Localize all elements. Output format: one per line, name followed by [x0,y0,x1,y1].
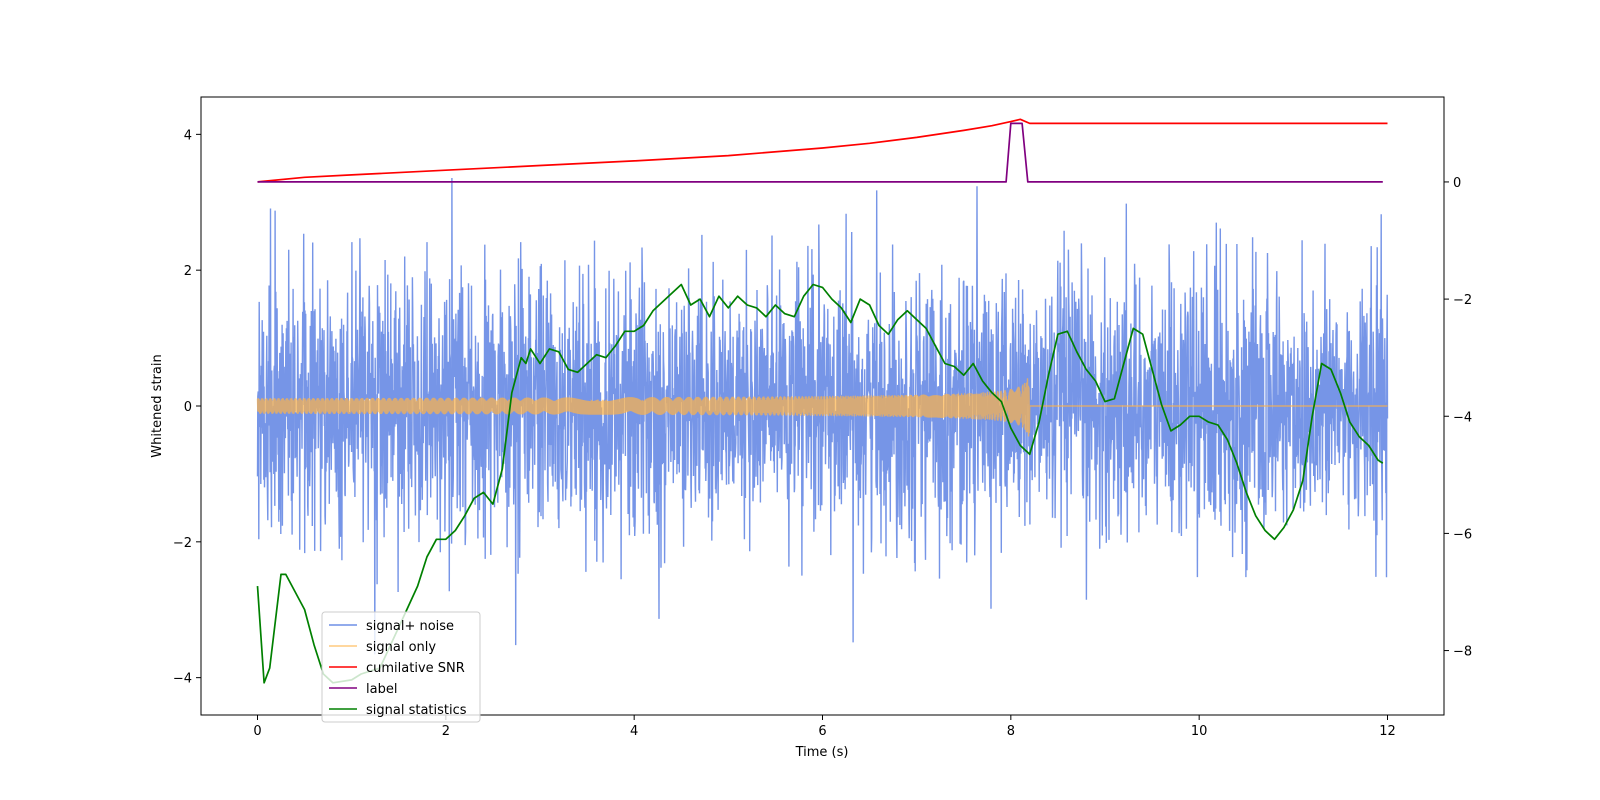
signal-only-series [256,378,1388,437]
legend-label-cumulative-snr: cumilative SNR [366,661,465,676]
y2-tick-label: −4 [1453,410,1472,425]
signal-statistics-line [256,283,1384,684]
signal-only-line [256,378,1388,437]
x-tick-label: 4 [630,724,638,739]
y-tick-label: 0 [184,400,192,415]
x-tick-label: 8 [1007,724,1015,739]
cumulative-snr-line [257,118,1388,183]
y2-tick-label: −6 [1453,527,1472,542]
label-line [257,122,1383,183]
legend: signal+ noise signal only cumilative SNR… [321,611,481,723]
legend-label-signal-noise: signal+ noise [366,619,454,634]
x-axis-label: Time (s) [795,745,849,760]
x-tick-label: 0 [253,724,261,739]
y-tick-label: −2 [173,536,192,551]
y2-axis-ticks: −8 −6 −4 −2 0 [1444,176,1472,660]
x-tick-label: 6 [818,724,826,739]
right-axis-series [256,118,1388,684]
legend-label-label: label [366,682,397,697]
y-tick-label: 2 [184,264,192,279]
y-tick-label: 4 [184,128,192,143]
y-axis-label: Whitened strain [150,354,165,457]
x-tick-label: 2 [442,724,450,739]
y2-tick-label: −2 [1453,293,1472,308]
legend-box [321,611,481,723]
y2-tick-label: −8 [1453,645,1472,660]
y-tick-label: −4 [173,672,192,687]
x-tick-label: 10 [1191,724,1208,739]
legend-label-signal-statistics: signal statistics [366,703,467,718]
y2-tick-label: 0 [1453,176,1461,191]
y-axis-ticks: −4 −2 0 2 4 [173,128,201,687]
legend-label-signal-only: signal only [366,640,436,655]
x-tick-label: 12 [1379,724,1396,739]
